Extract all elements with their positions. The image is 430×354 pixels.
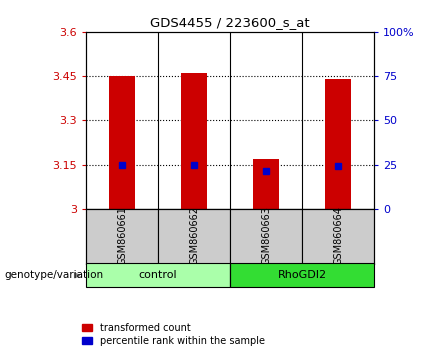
Text: GSM860662: GSM860662 [189,206,199,265]
Text: control: control [139,270,177,280]
Bar [302,209,374,264]
Bar [230,263,374,287]
Title: GDS4455 / 223600_s_at: GDS4455 / 223600_s_at [150,16,310,29]
Bar [109,76,135,209]
Legend: transformed count, percentile rank within the sample: transformed count, percentile rank withi… [82,323,265,346]
Text: GSM860664: GSM860664 [333,206,343,265]
Bar [181,73,207,209]
Text: genotype/variation: genotype/variation [4,270,104,280]
Bar [86,263,230,287]
Text: RhoGDI2: RhoGDI2 [277,270,327,280]
Bar [253,159,279,209]
Text: GSM860661: GSM860661 [117,206,127,265]
Bar [326,79,351,209]
Bar [230,209,302,264]
Text: GSM860663: GSM860663 [261,206,271,265]
Bar [86,209,158,264]
Bar [158,209,230,264]
